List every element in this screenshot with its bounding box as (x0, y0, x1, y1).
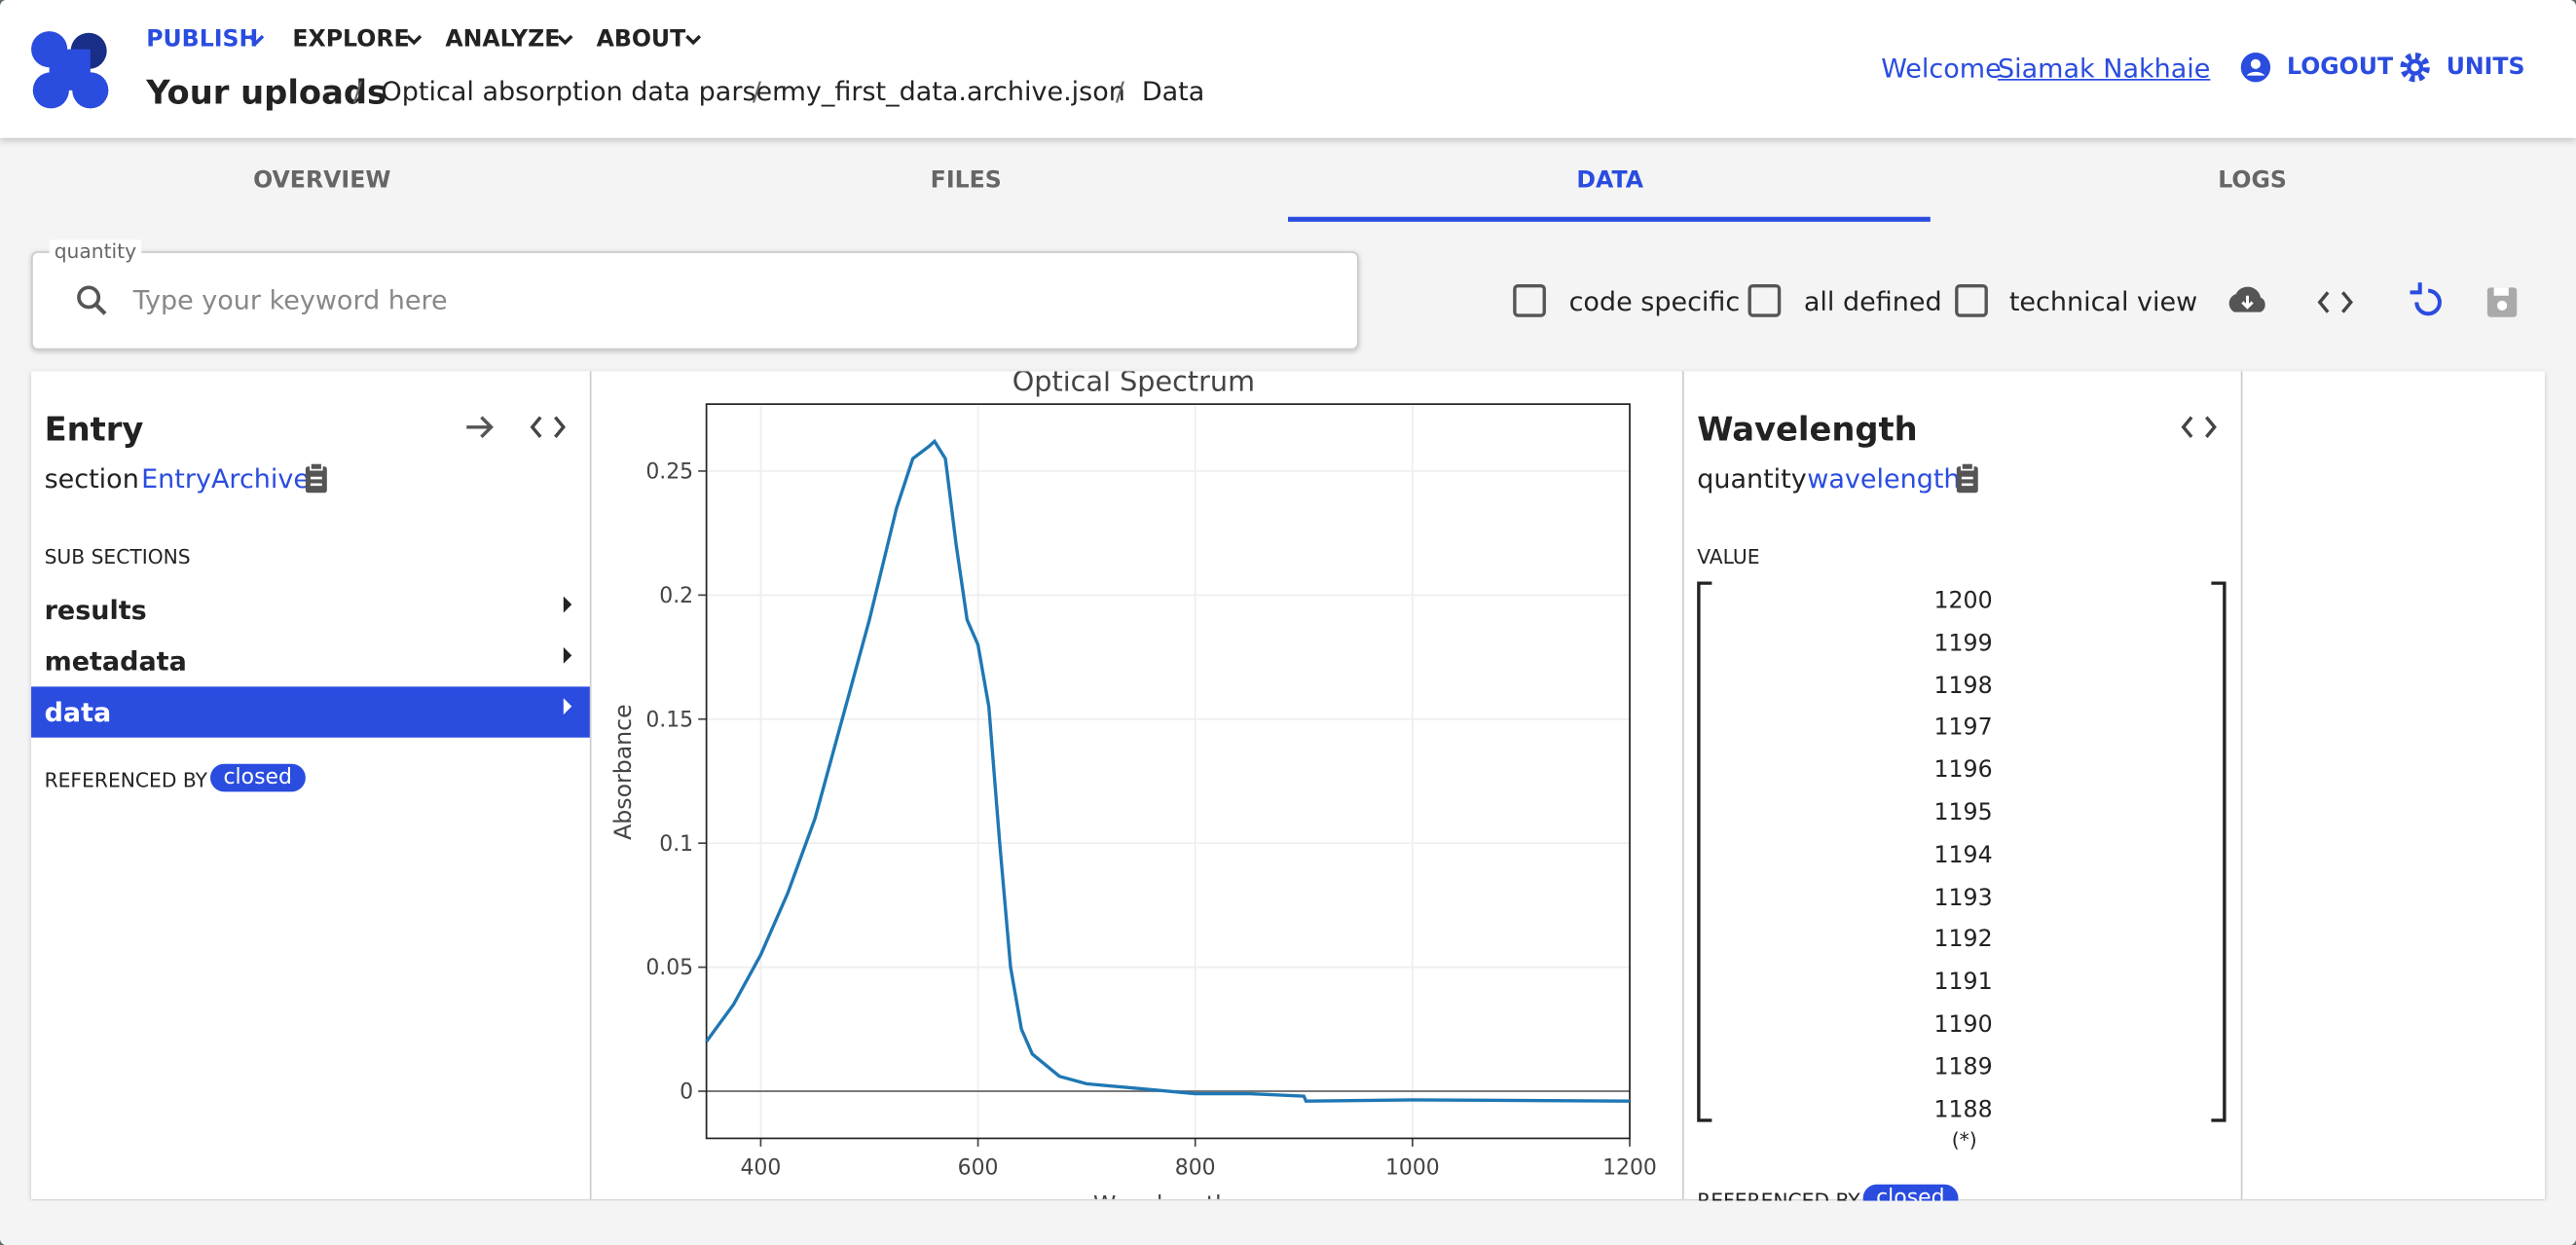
nav-chevrons (248, 34, 702, 46)
divider (2240, 371, 2243, 1199)
y-axis-label: Absorbance (609, 704, 637, 840)
value-item: 1188 (1933, 1096, 1993, 1117)
x-tick-label: 800 (1175, 1156, 1216, 1181)
value-item: 1193 (1933, 884, 1993, 911)
y-tick-label: 0 (680, 1080, 693, 1105)
header (0, 0, 2576, 138)
subsection[interactable]: metadata (44, 645, 187, 677)
x-tick-label: 400 (740, 1156, 781, 1181)
search-box[interactable] (31, 251, 1359, 350)
shape: (*) (1951, 1128, 1977, 1152)
browser-panel (31, 371, 2545, 1199)
entry-actions[interactable] (460, 408, 575, 448)
quantity-kind: quantity (1697, 462, 1807, 494)
value-item: 1189 (1933, 1054, 1993, 1081)
data-line (705, 438, 1631, 1103)
divider (1682, 371, 1684, 1199)
value-item: 1198 (1933, 673, 1993, 700)
clipboard-icon[interactable] (1952, 461, 1985, 494)
breadcrumb[interactable]: Data (1141, 75, 1205, 107)
option-label[interactable]: code specific (1568, 285, 1741, 317)
value-item: 1191 (1933, 969, 1993, 996)
tab[interactable]: DATA (1576, 167, 1644, 195)
value-item: 1194 (1933, 842, 1993, 869)
value-item: 1196 (1933, 757, 1993, 785)
value-item: 1200 (1933, 588, 1993, 615)
quantity-title: Wavelength (1697, 409, 1918, 449)
referenced-chip[interactable]: closed (210, 763, 306, 792)
chart: Optical Spectrum Wavelength Absorbance 4… (609, 371, 1657, 1199)
settings-icon (2400, 53, 2430, 83)
value-label: VALUE (1697, 545, 1760, 568)
y-tick-label: 0.1 (659, 832, 693, 857)
separator: / (752, 75, 761, 107)
nav-item[interactable]: ANALYZE (445, 26, 561, 53)
value-list: 1200 1199 1198 1197 1196 1195 1194 1193 1192 1191… (1881, 585, 2045, 1117)
account-icon (2240, 53, 2271, 83)
subsection[interactable]: results (44, 594, 147, 626)
y-tick-label: 0.2 (659, 584, 693, 608)
referenced-by: REFERENCED BY (44, 768, 208, 792)
plot-frame (705, 403, 1631, 1140)
search-label: quantity (49, 239, 142, 263)
option-label[interactable]: all defined (1803, 285, 1942, 317)
breadcrumb[interactable]: my_first_data.archive.json (780, 75, 1125, 107)
expand-arrows (563, 596, 572, 715)
chart-title: Optical Spectrum (1012, 371, 1255, 397)
tab[interactable]: FILES (930, 167, 1002, 195)
breadcrumb[interactable]: Optical absorption data parser (381, 75, 784, 107)
y-tick-label: 0.15 (645, 708, 693, 732)
nav-item[interactable]: PUBLISH (146, 26, 259, 53)
value-item: 1195 (1933, 799, 1993, 826)
code-icon[interactable] (2177, 408, 2226, 448)
footer-space (0, 1200, 2576, 1245)
logout-button[interactable]: LOGOUT (2287, 54, 2394, 81)
value-item: 1197 (1933, 714, 1993, 742)
value-item: 1199 (1933, 630, 1993, 657)
units-button[interactable]: UNITS (2446, 54, 2525, 81)
option-checkboxes[interactable] (1512, 282, 2498, 322)
breadcrumb[interactable]: Your uploads (146, 72, 387, 112)
nav-item[interactable]: EXPLORE (292, 26, 410, 53)
tab-indicator (1288, 216, 1931, 222)
search-placeholder[interactable]: Type your keyword here (132, 283, 448, 315)
separator: / (352, 75, 362, 107)
user-link[interactable]: Siamak Nakhaie (1998, 53, 2211, 85)
subsections-label: SUB SECTIONS (44, 545, 191, 568)
value-item: 1190 (1933, 1011, 1993, 1039)
nav-item[interactable]: ABOUT (596, 26, 686, 53)
section-link[interactable]: EntryArchive (141, 462, 310, 494)
option-label[interactable]: technical view (2008, 285, 2198, 317)
divider (589, 371, 592, 1199)
quantity-link[interactable]: wavelength (1807, 462, 1961, 494)
search-icon (77, 285, 107, 315)
x-axis-label: Wavelength (1093, 1190, 1230, 1199)
entry-title: Entry (44, 409, 144, 449)
subsection[interactable]: data (44, 696, 112, 728)
clipboard-icon[interactable] (301, 461, 334, 494)
welcome: Welcome (1881, 53, 2002, 85)
y-tick-label: 0.25 (645, 460, 693, 485)
entry-kind: section (44, 462, 139, 494)
matrix-brackets (1697, 581, 2226, 1122)
tab[interactable]: OVERVIEW (253, 167, 391, 195)
logo[interactable] (29, 29, 111, 111)
toolbar-icons[interactable] (2225, 279, 2528, 325)
x-tick-label: 1000 (1385, 1156, 1440, 1181)
selected-row[interactable] (31, 686, 590, 738)
y-tick-label: 0.05 (645, 956, 693, 980)
x-tick-label: 1200 (1602, 1156, 1657, 1181)
tab[interactable]: LOGS (2218, 167, 2287, 195)
value-item: 1192 (1933, 927, 1993, 954)
x-tick-label: 600 (958, 1156, 999, 1181)
separator: / (1115, 75, 1124, 107)
